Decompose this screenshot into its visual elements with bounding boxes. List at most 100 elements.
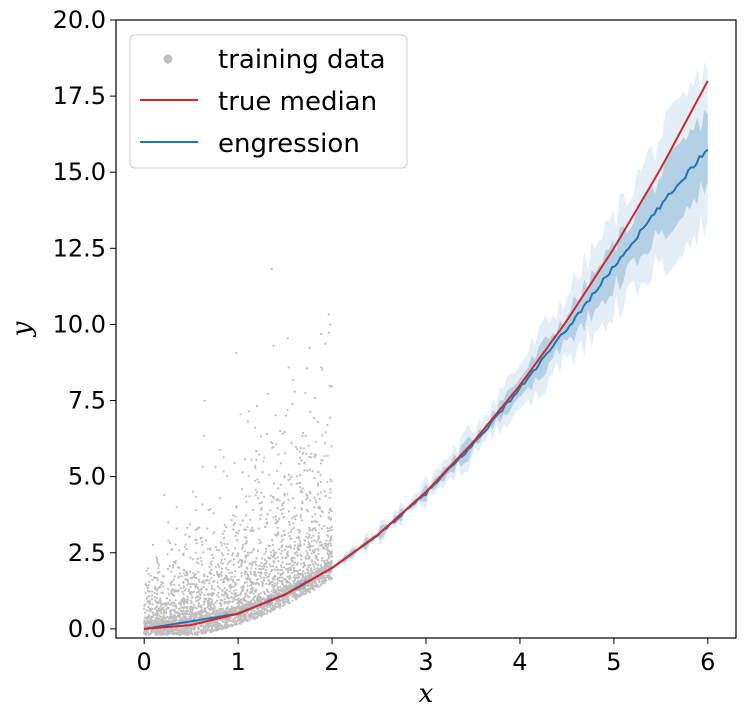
scatter-point [212,628,216,632]
scatter-point [299,542,302,546]
scatter-point [227,578,230,581]
scatter-point [273,561,276,564]
scatter-point [211,553,214,556]
scatter-point [197,578,200,581]
scatter-point [259,568,262,571]
scatter-point [329,491,332,494]
scatter-point [230,607,233,610]
scatter-point [272,344,275,347]
scatter-point [295,569,298,573]
scatter-point [185,600,188,603]
scatter-point [269,565,272,568]
scatter-point [314,554,318,557]
scatter-point [220,574,223,577]
scatter-point [279,483,282,486]
scatter-point [228,617,231,620]
scatter-point [160,608,163,611]
scatter-point [318,497,321,501]
scatter-point [305,493,308,496]
scatter-point [320,567,323,570]
scatter-point [260,613,263,616]
scatter-point [187,582,190,585]
scatter-point [160,618,163,621]
scatter-point [148,590,151,593]
scatter-point [143,616,146,619]
scatter-point [269,570,273,573]
scatter-point [228,611,231,614]
scatter-point [236,579,239,582]
scatter-point [149,632,153,635]
scatter-point [309,585,313,588]
scatter-point [183,606,186,609]
scatter-point [263,456,266,459]
scatter-point [285,414,288,417]
scatter-point [309,569,312,572]
scatter-point [251,526,254,529]
scatter-point [250,567,253,570]
scatter-point [321,434,324,437]
scatter-point [222,611,225,615]
scatter-point [270,500,273,503]
scatter-point [146,600,149,603]
scatter-point [235,622,238,625]
scatter-point [306,554,309,557]
scatter-point [312,528,315,531]
scatter-point [205,624,208,627]
scatter-point [299,553,302,556]
y-tick-label: 7.5 [68,387,106,415]
scatter-point [170,613,173,616]
scatter-point [304,572,307,575]
scatter-point [171,580,174,583]
scatter-point [155,597,158,600]
scatter-point [190,611,193,614]
scatter-point [181,606,184,609]
scatter-point [307,566,310,569]
scatter-point [204,629,207,632]
scatter-point [253,426,256,429]
scatter-point [225,595,228,599]
scatter-point [250,572,253,575]
scatter-point [195,561,198,564]
scatter-point [254,574,257,577]
scatter-point [300,507,303,510]
scatter-point [249,604,252,607]
scatter-point [307,572,310,575]
scatter-point [263,609,266,612]
scatter-point [274,599,277,602]
scatter-point [230,585,234,589]
scatter-point [330,480,333,483]
scatter-point [145,609,148,612]
scatter-point [168,564,171,567]
scatter-point [286,552,289,555]
scatter-point [328,385,331,388]
scatter-point [196,631,199,635]
scatter-point [302,570,305,573]
scatter-point [232,580,235,583]
scatter-point [233,607,236,610]
scatter-point [283,494,286,497]
scatter-point [257,527,260,530]
scatter-point [180,599,183,602]
y-tick-label: 15.0 [53,158,106,186]
scatter-point [151,594,154,597]
scatter-point [286,550,289,554]
scatter-point [311,470,314,473]
scatter-point [187,630,190,633]
scatter-point [203,434,206,437]
scatter-point [202,626,206,629]
scatter-point [320,366,323,369]
scatter-point [200,611,203,615]
scatter-point [173,614,176,617]
scatter-point [292,564,295,567]
scatter-point [280,552,283,555]
scatter-point [234,534,237,538]
scatter-point [316,482,319,485]
scatter-point [147,595,151,598]
scatter-point [156,592,159,595]
scatter-point [216,594,219,597]
scatter-point [224,612,227,616]
scatter-point [232,528,235,531]
scatter-point [238,606,241,609]
scatter-point [237,578,241,581]
scatter-point [177,614,180,617]
